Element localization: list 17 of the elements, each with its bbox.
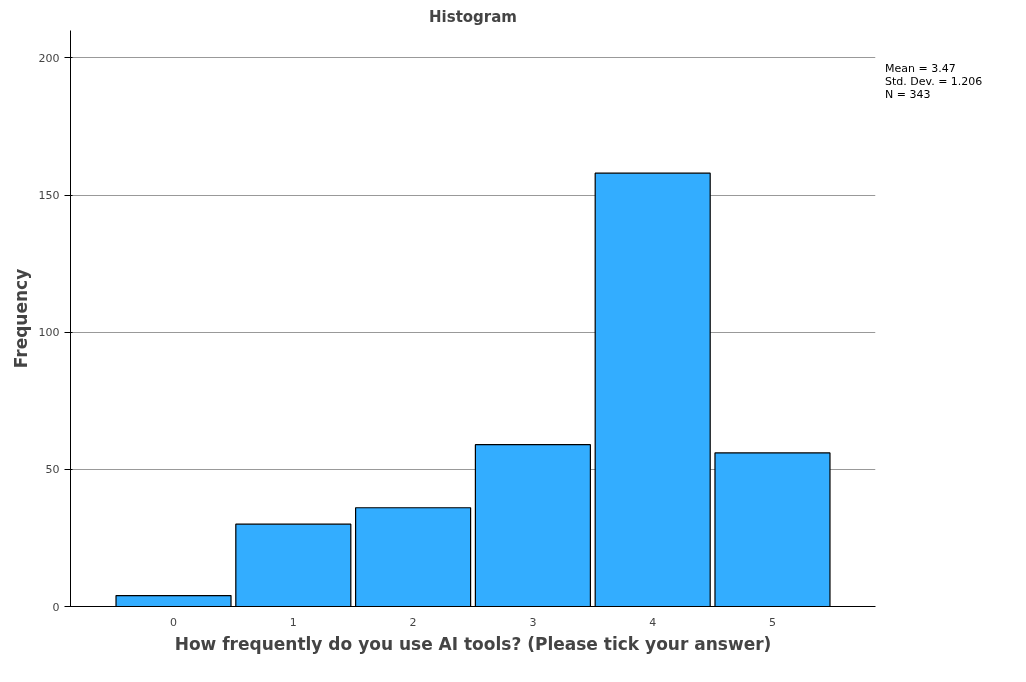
x-tick-label: 1: [289, 615, 297, 629]
y-tick-label: 200: [38, 51, 60, 65]
y-tick-label: 100: [38, 326, 60, 340]
y-tick-label: 150: [38, 189, 60, 203]
x-axis-title: How frequently do you use AI tools? (Please tick your answer): [174, 633, 772, 654]
text: N = 343: [885, 88, 931, 101]
text: Mean = 3.47: [885, 62, 956, 75]
y-axis-title: Frequency: [10, 268, 31, 369]
x-tick-label: 2: [409, 615, 417, 629]
x-tick-label: 5: [768, 615, 776, 629]
x-tick-label: 0: [170, 615, 178, 629]
y-tick-label: 0: [52, 600, 60, 614]
x-tick-label: 3: [529, 615, 537, 629]
y-tick-label: 50: [45, 463, 60, 477]
chart-title: Histogram: [429, 7, 518, 26]
x-tick-label: 4: [649, 615, 657, 629]
text: Std. Dev. = 1.206: [885, 75, 983, 88]
